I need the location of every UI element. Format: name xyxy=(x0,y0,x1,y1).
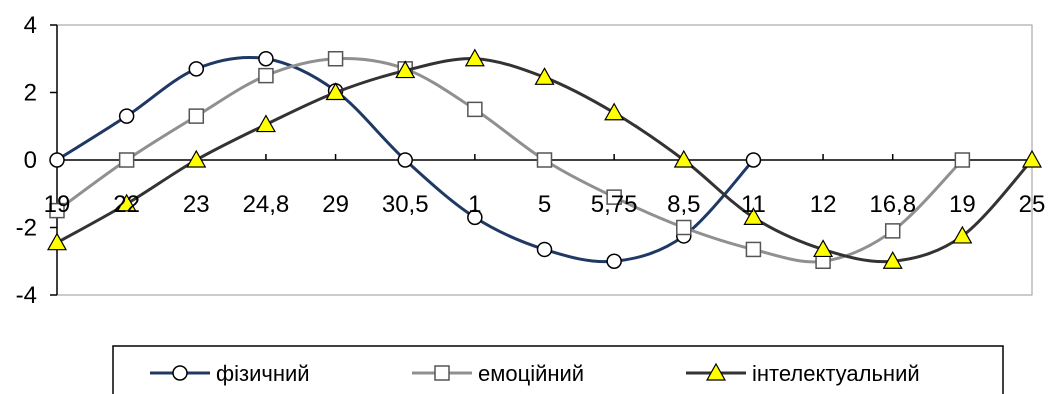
data-point xyxy=(1021,149,1043,168)
legend-marker xyxy=(705,362,727,381)
x-tick-label: 23 xyxy=(183,191,210,218)
legend-label: фізичний xyxy=(216,361,310,386)
data-point xyxy=(882,251,903,269)
data-point xyxy=(673,149,694,168)
y-tick-label: 0 xyxy=(24,147,37,174)
legend-box xyxy=(112,345,1004,394)
x-tick-label: 30,5 xyxy=(382,191,429,218)
data-point xyxy=(255,114,276,133)
data-point xyxy=(467,209,483,226)
data-point xyxy=(397,152,413,168)
data-point xyxy=(116,193,137,212)
x-tick-label: 25 xyxy=(1019,191,1046,218)
data-point xyxy=(118,152,135,168)
series-3 xyxy=(46,48,1043,269)
data-point xyxy=(49,152,65,168)
data-point xyxy=(46,232,68,251)
x-tick-label: 12 xyxy=(810,191,837,218)
data-point xyxy=(188,61,205,77)
data-point xyxy=(606,189,622,205)
data-point xyxy=(745,241,762,258)
legend-label: емоційний xyxy=(478,361,584,386)
data-point xyxy=(536,241,553,258)
data-point xyxy=(118,108,135,124)
data-point xyxy=(745,152,762,168)
data-point xyxy=(325,82,346,101)
x-tick-label: 24,8 xyxy=(243,191,290,218)
data-point xyxy=(49,202,65,219)
legend-label: інтелектуальний xyxy=(752,361,920,386)
legend-marker xyxy=(434,365,450,381)
data-point xyxy=(884,223,901,239)
x-tick-label: 29 xyxy=(322,191,349,218)
data-point xyxy=(188,108,205,124)
x-tick-label: 5 xyxy=(538,191,551,218)
y-tick-label: -4 xyxy=(16,282,37,309)
x-tick-label: 22 xyxy=(113,191,140,218)
x-tick-label: 11 xyxy=(741,191,766,218)
legend-marker xyxy=(172,365,188,381)
x-tick-label: 8,5 xyxy=(667,191,700,218)
data-point xyxy=(676,219,692,236)
data-point xyxy=(258,67,274,84)
data-point xyxy=(395,60,416,79)
legend: фізичний емоційний інтелектуальний xyxy=(112,345,1004,394)
data-point xyxy=(534,67,555,85)
plot-area: -4 -2 0 2 4 19 22 23 24,8 29 30,5 1 5 5,75 8,5 11 12 16,8… xyxy=(16,12,1046,309)
data-point xyxy=(327,51,344,67)
data-point xyxy=(467,101,483,118)
y-tick-label: 4 xyxy=(24,12,37,39)
data-point xyxy=(464,48,485,67)
data-point xyxy=(258,51,274,67)
data-point xyxy=(954,152,971,168)
data-point xyxy=(604,102,625,121)
data-point xyxy=(952,225,973,244)
x-tick-label: 1 xyxy=(468,191,481,218)
y-tick-label: 2 xyxy=(24,80,37,107)
x-tick-label: 5,75 xyxy=(591,191,638,218)
data-point xyxy=(536,152,553,168)
data-point xyxy=(813,239,834,258)
y-tick-label: -2 xyxy=(16,215,37,242)
data-point xyxy=(743,207,764,225)
data-point xyxy=(186,149,207,168)
x-tick-label: 19 xyxy=(44,191,71,218)
data-point xyxy=(606,253,622,269)
x-tick-label: 16,8 xyxy=(869,191,916,218)
x-tick-label: 19 xyxy=(949,191,976,218)
